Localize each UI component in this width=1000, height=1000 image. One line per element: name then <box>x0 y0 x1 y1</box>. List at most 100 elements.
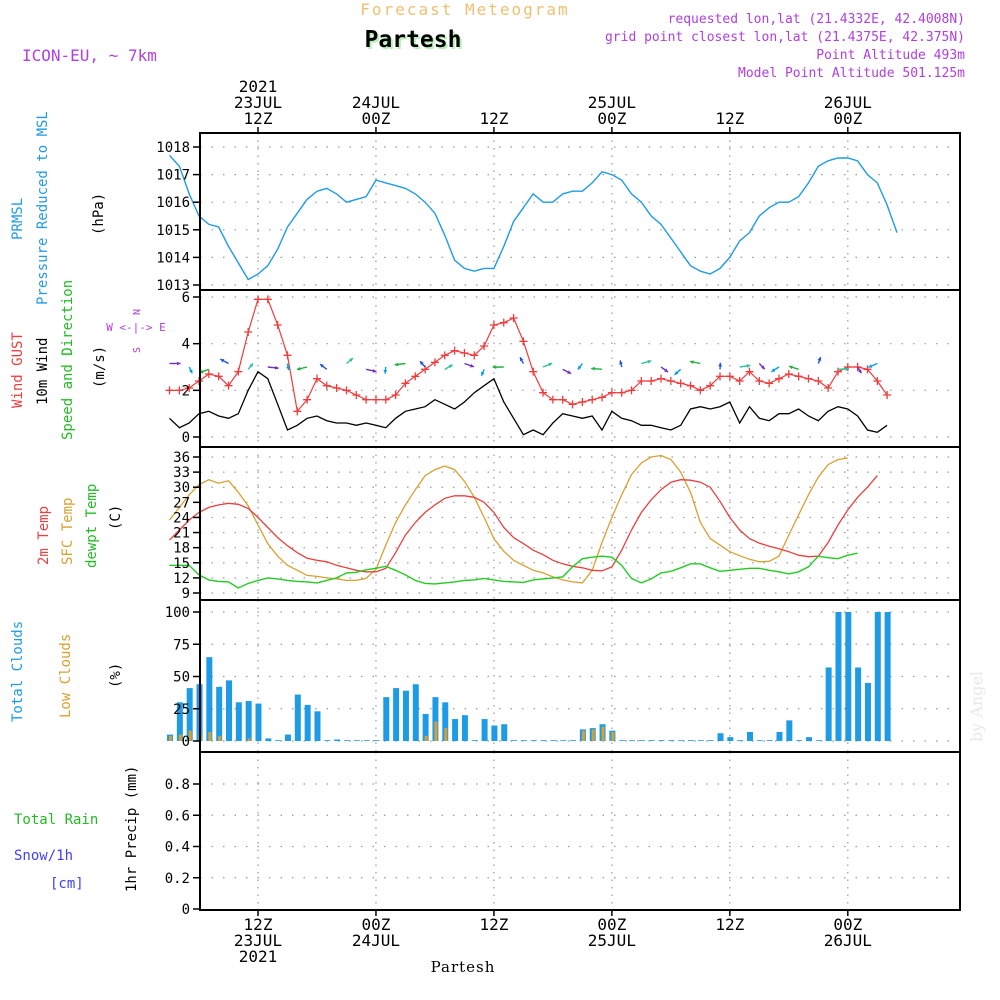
cloud-total-bar <box>334 739 341 741</box>
wind-gust-marker <box>489 321 498 329</box>
panel-frames <box>193 127 961 916</box>
wind-arrow-head <box>372 368 377 373</box>
y-tick-label: 36 <box>173 450 190 466</box>
cloud-low-bar <box>591 729 595 741</box>
top-time-label: 00Z <box>597 109 626 128</box>
wind-gust-marker <box>371 395 380 404</box>
wind-gust-marker <box>617 388 626 397</box>
cloud-total-bar <box>442 702 449 741</box>
wind-gust-marker <box>647 377 656 385</box>
wind-gust-marker <box>539 388 548 397</box>
wind-gust-marker <box>598 393 607 402</box>
forecast-title: Forecast Meteogram <box>360 0 569 19</box>
watermark: by Angel <box>967 671 986 742</box>
y-tick-label: 1016 <box>156 195 190 211</box>
bottom-time-label: 25JUL <box>588 931 636 950</box>
wind-gust-marker <box>578 398 587 406</box>
pressure-label-msl: Pressure Reduced to MSL <box>35 111 51 305</box>
bottom-time-label: 00Z <box>833 915 862 934</box>
y-tick-label: 0.8 <box>165 777 190 793</box>
wind-gust-marker <box>234 367 243 376</box>
cloud-total-bar <box>383 697 390 741</box>
wind-arrow-head <box>188 369 193 374</box>
wind-gust-marker <box>686 381 695 390</box>
wind-gust-marker <box>499 318 508 327</box>
wind-arrow-head <box>492 365 497 370</box>
wind-gust-marker <box>529 367 538 376</box>
cloud-low-bar <box>188 730 192 741</box>
point-altitude: Point Altitude 493m <box>816 48 965 63</box>
panel-frame <box>199 446 961 601</box>
wind-gust-marker <box>342 386 351 395</box>
wind-arrow-head <box>746 364 751 368</box>
wind-gust-marker <box>283 351 292 360</box>
wind-compass: N W <-|-> E S <box>106 309 166 353</box>
wind-gust-line <box>169 298 888 413</box>
cloud-total-bar <box>815 740 822 741</box>
cloud-total-bar <box>874 612 881 741</box>
sfc-temp-line <box>168 454 848 584</box>
cloud-total-bar <box>678 740 685 741</box>
top-time-label: 12Z <box>244 109 273 128</box>
cloud-total-bar <box>284 734 291 741</box>
cloud-low-bar <box>581 730 585 741</box>
wind-arrow-head <box>788 365 793 370</box>
top-time-label: 24JUL <box>352 93 400 112</box>
wind-gust-marker <box>175 386 184 395</box>
cloud-total-bar <box>737 740 744 741</box>
wind-arrow-head <box>771 368 776 372</box>
y-tick-label: 75 <box>173 637 190 653</box>
temp-unit: (C) <box>108 505 124 530</box>
wind-gust-marker <box>401 379 410 388</box>
cloud-total-bar <box>452 719 459 741</box>
wind-gust-marker <box>391 391 400 399</box>
wind-arrow-head <box>577 365 582 370</box>
wind-gust-marker <box>676 379 685 388</box>
y-tick-label: 2 <box>182 383 190 399</box>
cloud-total-bar <box>648 740 655 741</box>
top-time-label: 23JUL <box>234 93 282 112</box>
cloud-total-bar <box>697 740 704 741</box>
cloud-total-bar <box>727 737 734 741</box>
wind-gust-marker <box>745 367 754 376</box>
cloud-total-bar <box>688 740 695 741</box>
y-tick-label: 1015 <box>156 223 190 239</box>
top-time-label: 12Z <box>479 109 508 128</box>
wind-10m-line <box>169 370 888 436</box>
y-tick-label: 30 <box>173 480 190 496</box>
wind-gust-marker <box>657 374 666 383</box>
wind-arrow-head <box>718 362 723 367</box>
cloud-total-bar <box>766 740 773 741</box>
cloud-total-bar <box>481 719 488 741</box>
panel-grids <box>200 133 960 910</box>
y-tick-label: 6 <box>182 290 190 306</box>
wind-arrow-head <box>448 364 453 369</box>
bottom-time-label: 00Z <box>597 915 626 934</box>
dewpt-temp-line <box>169 552 858 589</box>
wind-arrow-head <box>591 366 595 371</box>
y-tick-label: 0 <box>182 430 190 446</box>
y-tick-label: 18 <box>173 541 190 557</box>
cloud-total-bar <box>707 740 714 741</box>
top-time-label: 25JUL <box>588 93 636 112</box>
cloud-total-bar <box>638 740 645 741</box>
wind-arrow-head <box>274 365 279 370</box>
wind-gust-marker <box>204 370 213 378</box>
cloud-total-bar <box>206 657 213 741</box>
bottom-time-label: 12Z <box>479 915 508 934</box>
wind-speed-direction-label: Speed and Direction <box>60 280 76 440</box>
bottom-time-label: 12Z <box>715 915 744 934</box>
cloud-total-bar <box>471 740 478 741</box>
top-time-label: 12Z <box>715 109 744 128</box>
model-point-altitude: Model Point Altitude 501.125m <box>738 66 965 81</box>
y-tick-label: 1017 <box>156 168 190 184</box>
cloud-total-bar <box>560 740 567 741</box>
wind-arrow-head <box>383 369 388 374</box>
bottom-time-label: 2021 <box>239 947 278 966</box>
wind-arrow-head <box>481 371 485 376</box>
cloud-total-bar <box>176 702 183 741</box>
wind-gust-marker <box>214 372 223 381</box>
compass-west-east: W <-|-> E <box>106 321 166 334</box>
wind-gust-marker <box>814 377 823 385</box>
